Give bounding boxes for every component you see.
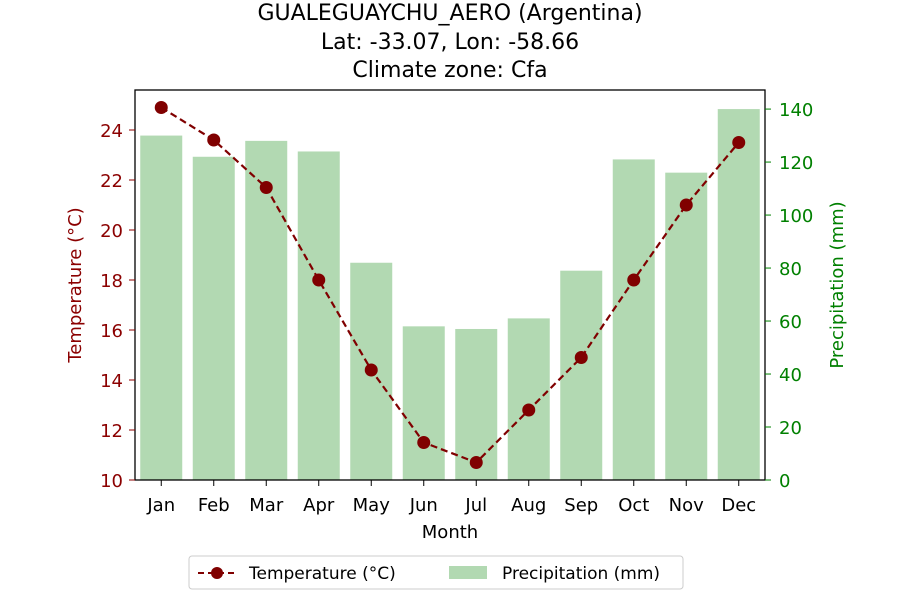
chart-title: GUALEGUAYCHU_AERO (Argentina) Lat: -33.0… — [257, 1, 642, 83]
y-right-tick-label: 80 — [779, 259, 802, 280]
precipitation-bar-mar — [245, 140, 288, 480]
x-tick-label: Mar — [249, 495, 284, 516]
precipitation-bars — [140, 109, 760, 481]
temperature-point-nov — [679, 198, 693, 212]
y-right-tick-label: 140 — [779, 100, 813, 121]
precipitation-bar-aug — [507, 318, 550, 480]
y-axis-right: 0 20 40 60 80 100 120 140 — [765, 100, 813, 492]
y-right-tick-label: 100 — [779, 206, 813, 227]
x-tick-label: May — [353, 495, 391, 516]
y-right-tick-label: 0 — [779, 471, 790, 492]
x-tick-label: Aug — [511, 495, 546, 516]
precipitation-bar-sep — [560, 270, 603, 480]
precipitation-bar-feb — [192, 156, 235, 481]
precipitation-bar-jun — [402, 326, 445, 480]
y-left-tick-label: 10 — [100, 471, 123, 492]
x-tick-label: Nov — [669, 495, 704, 516]
x-axis-label: Month — [422, 522, 478, 543]
y-left-tick-label: 14 — [100, 371, 123, 392]
temperature-point-dec — [732, 136, 746, 149]
x-axis: Jan Feb Mar Apr May Jun Jul Aug Sep Oct Nov Dec — [146, 480, 756, 516]
x-tick-label: Sep — [564, 495, 598, 516]
y-left-tick-label: 18 — [100, 271, 123, 292]
title-line-1: GUALEGUAYCHU_AERO (Argentina) — [257, 1, 642, 26]
y-right-tick-label: 60 — [779, 312, 802, 333]
x-tick-label: Dec — [721, 495, 756, 516]
x-tick-label: Jun — [409, 495, 438, 516]
temperature-point-jun — [417, 436, 431, 449]
x-tick-label: Feb — [198, 495, 230, 516]
legend-box — [188, 555, 684, 590]
temperature-point-may — [364, 363, 378, 377]
temperature-point-feb — [207, 133, 221, 147]
y-left-tick-label: 12 — [100, 421, 123, 442]
y-left-tick-label: 22 — [100, 171, 123, 192]
y-left-tick-label: 20 — [100, 221, 123, 242]
legend-precipitation-swatch — [449, 566, 487, 579]
temperature-series — [154, 101, 746, 469]
legend-temperature-marker — [211, 567, 223, 579]
temperature-point-jul — [469, 456, 483, 469]
temperature-point-oct — [627, 273, 641, 287]
y-axis-right-label: Precipitation (mm) — [827, 201, 848, 368]
legend-precipitation-label: Precipitation (mm) — [502, 564, 660, 584]
y-right-tick-label: 120 — [779, 153, 813, 174]
x-tick-label: Oct — [618, 495, 649, 516]
x-tick-label: Jul — [464, 495, 487, 516]
y-right-tick-label: 20 — [779, 418, 802, 439]
precipitation-bar-dec — [717, 109, 760, 481]
y-left-tick-label: 24 — [100, 121, 123, 142]
x-tick-label: Apr — [303, 495, 335, 516]
precipitation-bar-jul — [455, 328, 498, 480]
temperature-point-apr — [312, 273, 326, 287]
y-axis-left: 10 12 14 16 18 20 22 24 — [100, 121, 135, 492]
y-left-tick-label: 16 — [100, 321, 123, 342]
title-line-2: Lat: -33.07, Lon: -58.66 — [321, 30, 579, 55]
legend-temperature-label: Temperature (°C) — [248, 564, 396, 584]
temperature-point-jan — [154, 101, 168, 114]
legend: Temperature (°C) Precipitation (mm) — [188, 555, 684, 590]
x-tick-label: Jan — [146, 495, 175, 516]
precipitation-bar-oct — [612, 159, 655, 480]
plot-frame — [134, 89, 766, 481]
precipitation-bar-apr — [297, 151, 340, 480]
y-axis-left-label: Temperature (°C) — [65, 207, 86, 363]
title-line-3: Climate zone: Cfa — [352, 58, 547, 83]
temperature-point-sep — [574, 351, 588, 364]
y-right-tick-label: 40 — [779, 365, 802, 386]
temperature-point-mar — [259, 181, 273, 194]
precipitation-bar-nov — [665, 172, 708, 481]
precipitation-bar-jan — [140, 135, 183, 480]
temperature-point-aug — [522, 403, 536, 417]
